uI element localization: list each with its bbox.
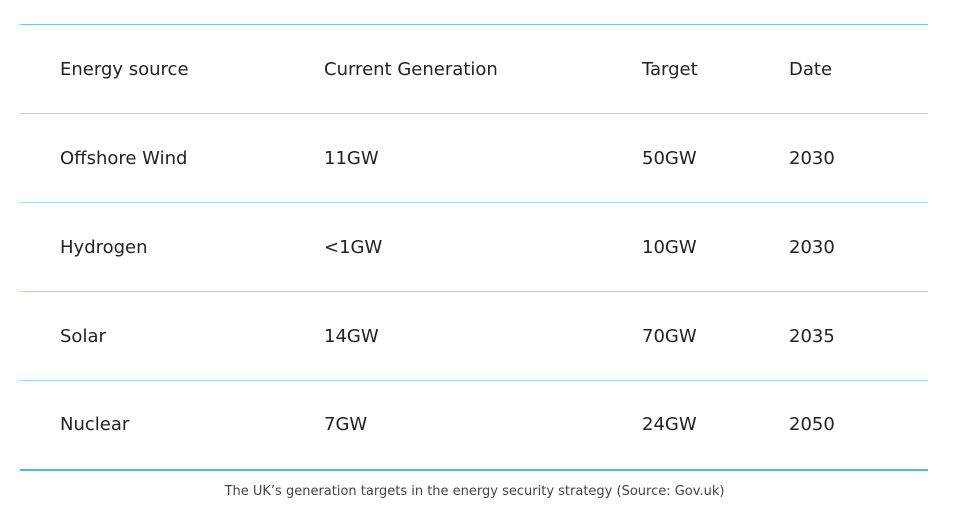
table-cell: 11GW	[324, 147, 379, 169]
table-cell: 10GW	[642, 236, 697, 258]
table-cell: 14GW	[324, 325, 379, 347]
table-cell: 2030	[789, 147, 835, 169]
header-cell: Current Generation	[324, 58, 498, 80]
table-cell: Hydrogen	[60, 236, 148, 258]
table-cell: Nuclear	[60, 414, 130, 436]
header-cell: Target	[642, 58, 698, 80]
table-cell: Solar	[60, 325, 106, 347]
table-cell: 2050	[789, 414, 835, 436]
table-cell: 24GW	[642, 414, 697, 436]
table-cell: <1GW	[324, 236, 383, 258]
table-cell: 7GW	[324, 414, 368, 436]
header-row: Energy source Current Generation Target …	[20, 24, 928, 114]
header-cell: Energy source	[60, 58, 189, 80]
table: Energy source Current Generation Target …	[20, 24, 928, 471]
table-cell: 2030	[789, 236, 835, 258]
table-row: Offshore Wind 11GW 50GW 2030	[20, 113, 928, 203]
table-body: Offshore Wind 11GW 50GW 2030 Hydrogen <1GW 10G…	[20, 113, 928, 470]
table-cell: Offshore Wind	[60, 147, 188, 169]
table-row: Hydrogen <1GW 10GW 2030	[20, 202, 928, 292]
header-cell: Date	[789, 58, 833, 80]
table-cell: 50GW	[642, 147, 697, 169]
table-cell: 2035	[789, 325, 835, 347]
table-cell: 70GW	[642, 325, 697, 347]
table-row: Nuclear 7GW 24GW 2050	[20, 380, 928, 470]
caption: The UK’s generation targets in the energ…	[224, 484, 725, 499]
table-row: Solar 14GW 70GW 2035	[20, 291, 928, 381]
